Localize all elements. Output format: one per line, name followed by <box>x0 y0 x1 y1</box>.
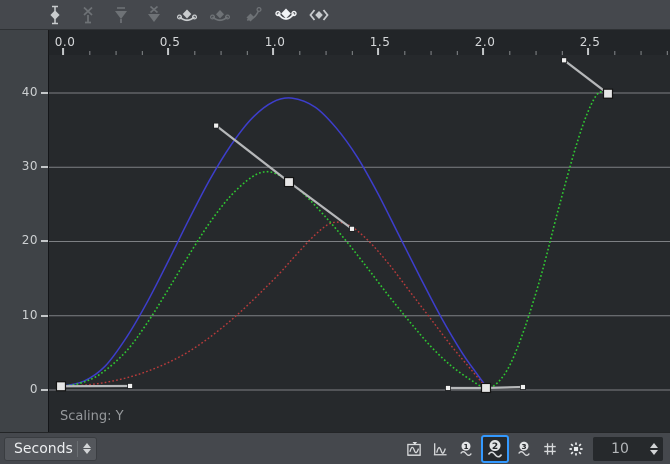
ease-out-tangent-icon[interactable] <box>242 4 264 26</box>
y-axis-tick <box>41 314 48 317</box>
ruler-minor-tick <box>299 51 301 55</box>
y-axis-label: 40 <box>21 84 38 99</box>
smooth-tangents-icon[interactable] <box>176 4 198 26</box>
ruler-minor-tick <box>535 51 537 55</box>
timebase-value: Seconds <box>14 440 73 457</box>
filter-keyframes-icon[interactable] <box>110 4 132 26</box>
svg-text:1: 1 <box>463 441 468 450</box>
tangent-handle[interactable] <box>215 124 290 183</box>
tangent-handle-end[interactable] <box>445 385 451 391</box>
ruler-minor-tick <box>430 51 432 55</box>
ruler-minor-tick <box>115 51 117 55</box>
ruler-minor-tick <box>640 51 642 55</box>
ruler-minor-tick <box>220 51 222 55</box>
y-axis-gutter: 40 30 20 10 0 <box>0 30 48 432</box>
y-axis-tick <box>41 240 48 243</box>
svg-text:2: 2 <box>492 441 498 451</box>
ruler-major-tick <box>62 48 65 55</box>
snap-grid-icon[interactable] <box>565 438 587 460</box>
y-axis-tick <box>41 388 48 391</box>
smoothness-2-icon[interactable]: 2 <box>481 434 509 463</box>
bottom-bar: Seconds <box>0 432 670 464</box>
tangent-handle-end[interactable] <box>213 122 220 129</box>
ease-in-tangent-icon[interactable] <box>209 4 231 26</box>
y-axis-label: 30 <box>21 159 38 174</box>
ruler-tick-label: 1.0 <box>265 35 286 49</box>
combo-updown-icon <box>78 443 96 454</box>
ruler-major-tick <box>167 48 170 55</box>
blue-curve[interactable] <box>61 97 487 388</box>
add-keyframe-icon[interactable] <box>44 4 66 26</box>
red-curve[interactable] <box>61 221 487 389</box>
ruler-major-tick <box>272 48 275 55</box>
ruler-major-tick <box>377 48 380 55</box>
ruler-major-tick <box>482 48 485 55</box>
auto-tangents-icon[interactable] <box>275 4 297 26</box>
smoothness-1-icon[interactable]: 1 <box>455 438 477 460</box>
remove-keyframe-icon[interactable] <box>77 4 99 26</box>
ruler-minor-tick <box>614 51 616 55</box>
spinner-updown-icon <box>647 442 663 455</box>
top-toolbar <box>0 0 670 30</box>
curve-display-icon[interactable] <box>429 438 451 460</box>
tangent-handle[interactable] <box>563 59 609 95</box>
ruler-minor-tick <box>246 51 248 55</box>
grid-size-value: 10 <box>611 440 629 457</box>
ruler-minor-tick <box>194 51 196 55</box>
ruler-minor-tick <box>351 51 353 55</box>
smoothness-3-icon[interactable]: 3 <box>513 438 535 460</box>
linear-keyframe-icon[interactable] <box>308 4 330 26</box>
grid-icon[interactable] <box>539 438 561 460</box>
ruler-tick-label: 0.0 <box>55 35 76 49</box>
y-axis-label: 20 <box>21 233 38 248</box>
keyframe-marker[interactable] <box>480 382 492 394</box>
keyframe-marker[interactable] <box>602 88 614 99</box>
ruler-minor-tick <box>325 51 327 55</box>
time-ruler[interactable]: 0.0 0.5 1.0 1.5 2.0 2.5 <box>48 30 670 55</box>
tangent-handle[interactable] <box>288 181 353 230</box>
y-axis-label: 10 <box>21 307 38 322</box>
timebase-select[interactable]: Seconds <box>4 436 97 461</box>
y-axis-tick <box>41 166 48 169</box>
tangent-handle-end[interactable] <box>561 57 568 64</box>
ruler-minor-tick <box>89 51 91 55</box>
clear-filter-icon[interactable] <box>143 4 165 26</box>
ruler-minor-tick <box>561 51 563 55</box>
ruler-tick-label: 2.5 <box>580 35 601 49</box>
ruler-minor-tick <box>141 51 143 55</box>
ruler-tick-label: 0.5 <box>160 35 181 49</box>
scaling-label: Scaling: Y <box>60 409 124 424</box>
ruler-tick-label: 1.5 <box>370 35 391 49</box>
tangent-handle[interactable] <box>485 385 523 390</box>
ruler-minor-tick <box>509 51 511 55</box>
ruler-minor-tick <box>404 51 406 55</box>
view-options: 1 2 3 <box>403 434 587 463</box>
svg-text:3: 3 <box>521 441 526 450</box>
curve-plot[interactable]: Scaling: Y <box>48 55 670 432</box>
y-axis-tick <box>41 91 48 94</box>
fit-view-icon[interactable] <box>403 438 425 460</box>
ruler-major-tick <box>587 48 590 55</box>
y-axis-label: 0 <box>29 381 38 396</box>
keyframe-marker[interactable] <box>55 381 67 392</box>
combo-divider <box>77 440 78 457</box>
ruler-minor-tick <box>666 51 668 55</box>
ruler-minor-tick <box>456 51 458 55</box>
ruler-tick-label: 2.0 <box>475 35 496 49</box>
green-curve[interactable] <box>60 90 609 389</box>
tangent-handle-end[interactable] <box>520 384 526 390</box>
grid-size-spinner[interactable]: 10 <box>593 436 663 461</box>
keyframe-marker[interactable] <box>283 176 295 188</box>
tangent-handle-end[interactable] <box>349 225 355 232</box>
tangent-handle-end[interactable] <box>127 383 133 389</box>
